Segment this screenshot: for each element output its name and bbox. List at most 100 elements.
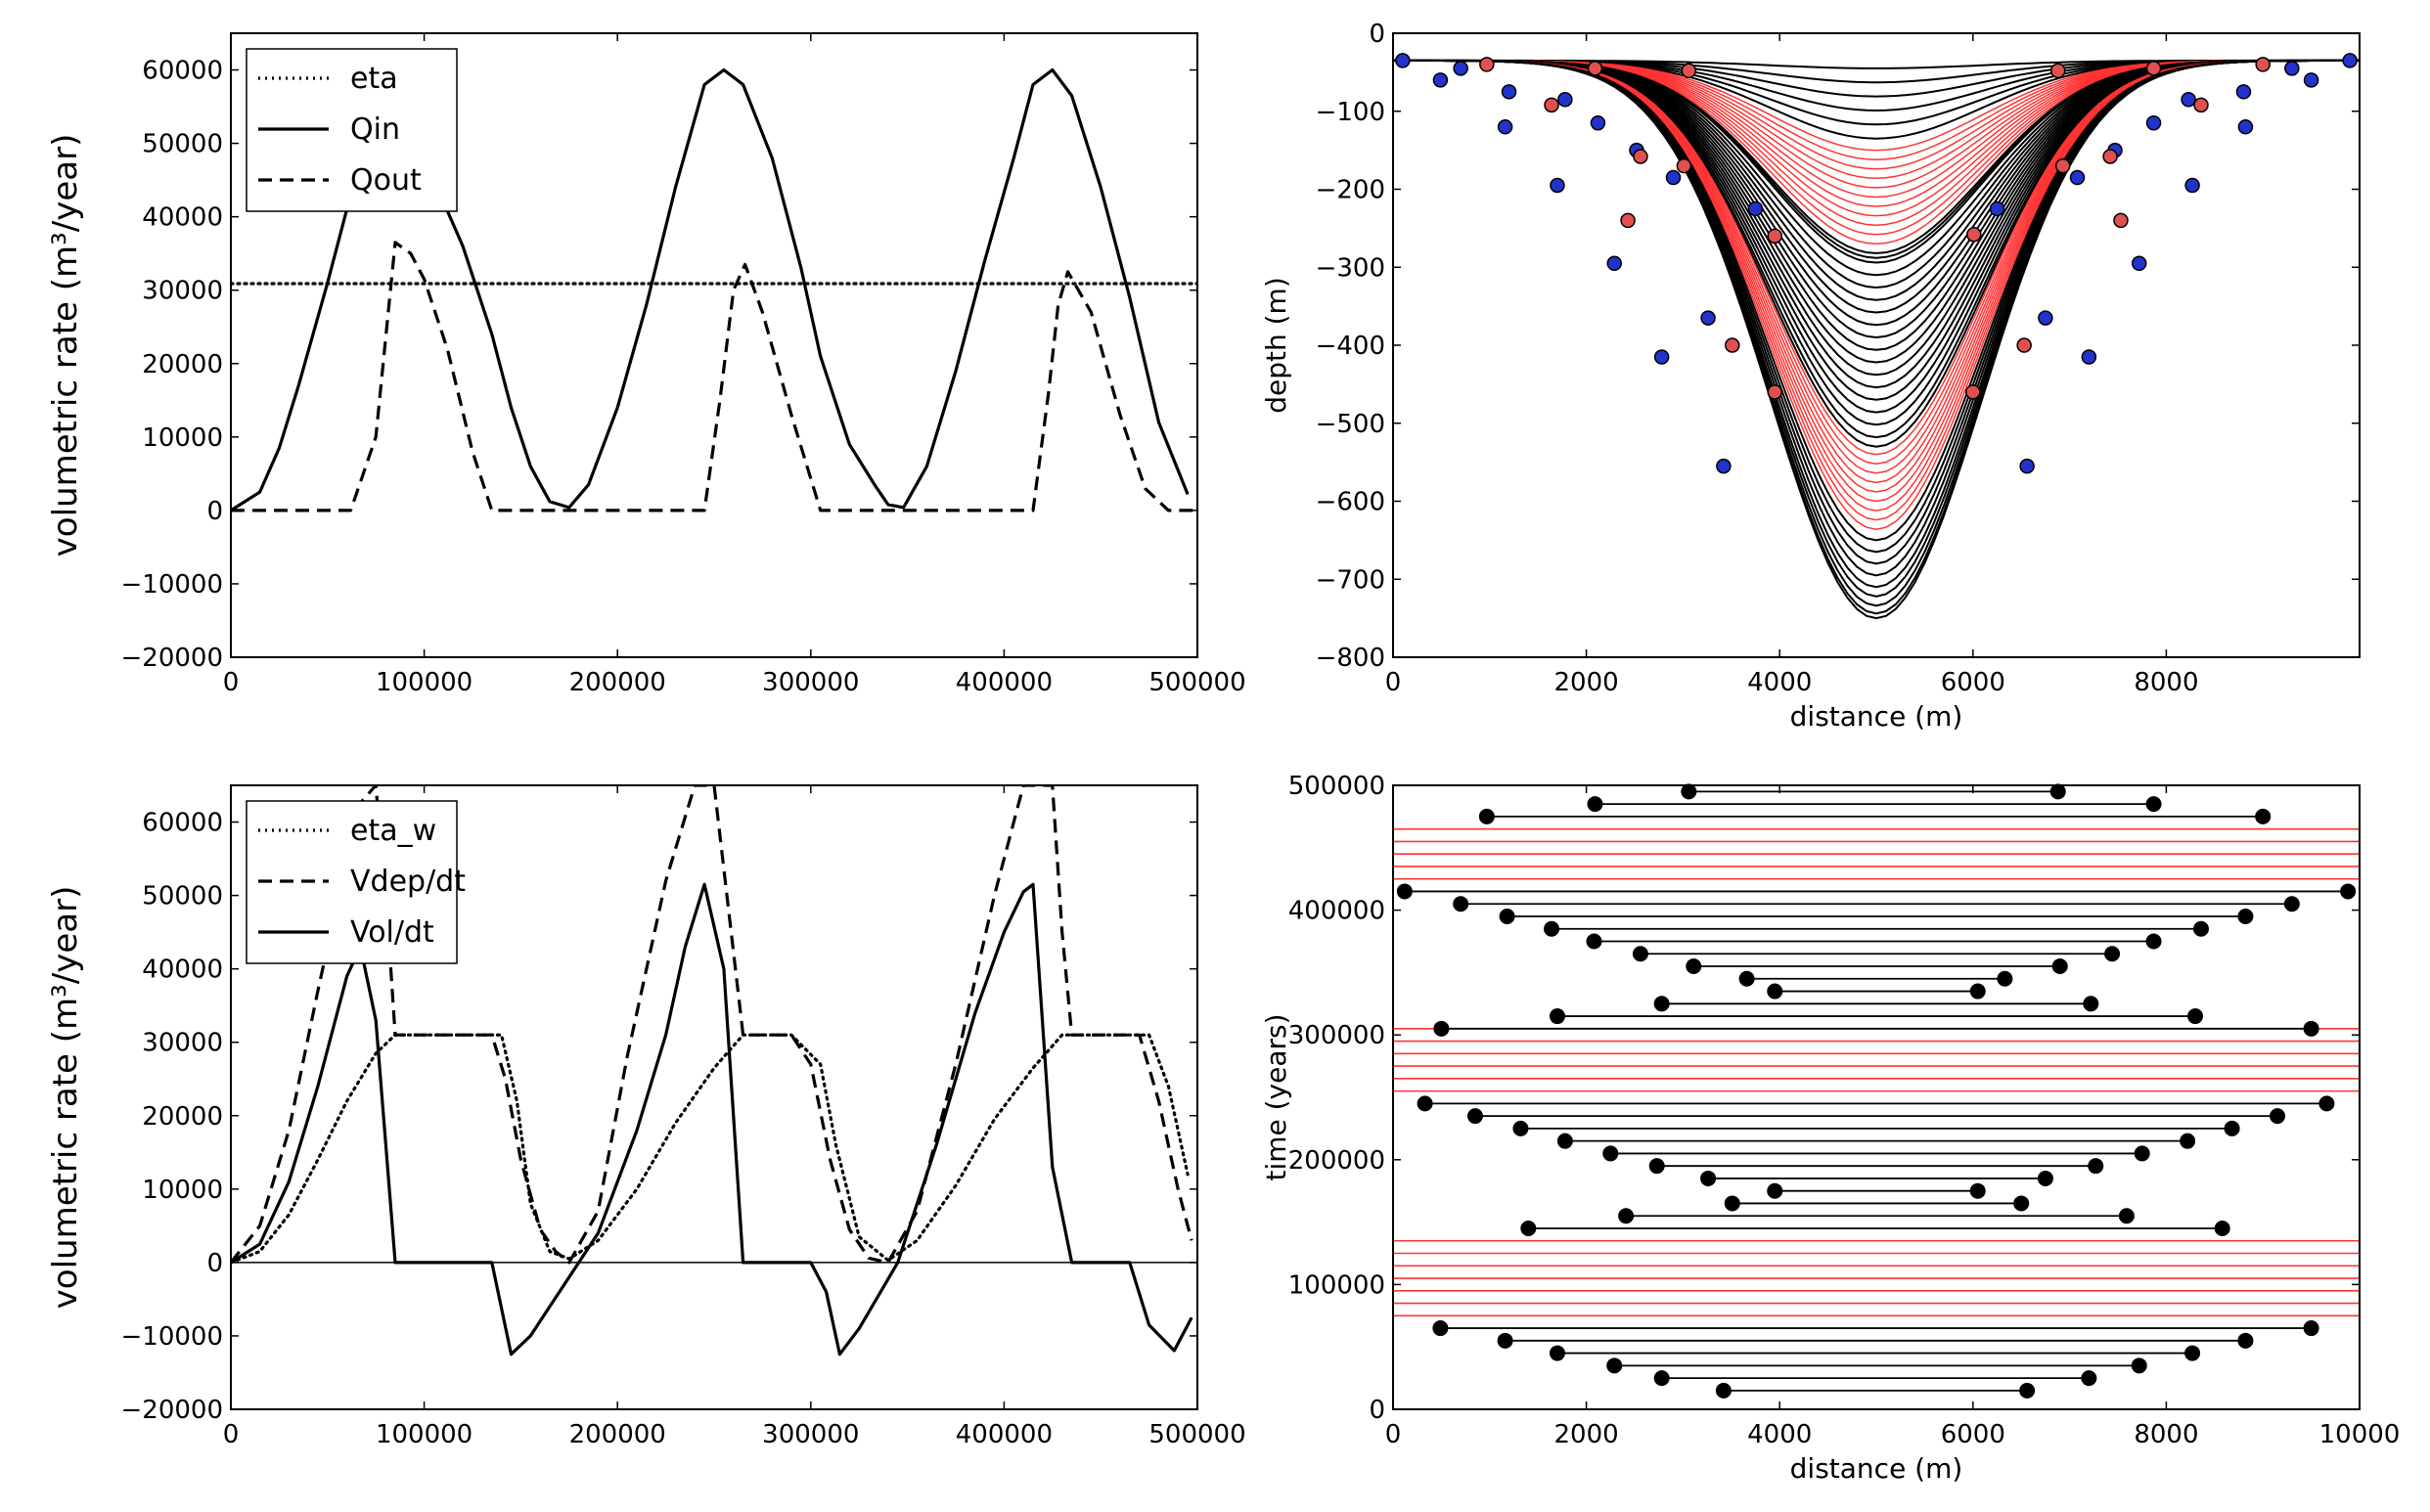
panel-bottom-left-rates: 0 100000 200000 300000 400000 500000−20000−10… <box>46 784 1246 1449</box>
interval-start-point <box>1432 1320 1449 1337</box>
x-tick-label: 100000 <box>376 1420 472 1449</box>
interval-end-point <box>1969 983 1986 1000</box>
x-tick-label: 500000 <box>1148 668 1245 697</box>
blue-bank-point <box>1453 61 1468 76</box>
red-bank-point <box>1676 157 1692 174</box>
red-bank-point <box>2016 337 2032 353</box>
x-tick-label: 400000 <box>956 1420 1053 1449</box>
interval-end-point <box>2051 958 2068 975</box>
interval-start-point <box>1681 783 1697 800</box>
interval-end-point <box>2019 1382 2036 1399</box>
interval-end-point <box>2184 1345 2201 1361</box>
legend-label: eta_w <box>350 814 436 848</box>
y-tick-label: 300000 <box>1288 1021 1385 1050</box>
x-tick-label: 8000 <box>2134 1420 2198 1449</box>
interval-start-point <box>1653 1370 1670 1387</box>
blue-bank-point <box>1665 169 1682 186</box>
interval-end-point <box>2180 1133 2196 1149</box>
blue-bank-point <box>2342 53 2358 68</box>
y-tick-label: −300 <box>1316 253 1385 283</box>
legend-label: Qin <box>350 112 400 147</box>
red-bank-point <box>2049 63 2066 79</box>
y-tick-label: 50000 <box>142 882 223 912</box>
y-tick-label: −10000 <box>121 1322 224 1352</box>
red-bank-point <box>2193 97 2209 113</box>
y-tick-label: 20000 <box>142 350 223 379</box>
y-tick-label: 0 <box>1369 20 1385 49</box>
interval-end-point <box>2283 896 2300 912</box>
interval-end-point <box>2270 1108 2286 1125</box>
y-tick-label: 0 <box>1369 1396 1385 1425</box>
y-tick-label: 10000 <box>142 423 223 453</box>
black-profile-line <box>1393 59 2360 620</box>
interval-start-point <box>1586 933 1602 950</box>
red-bank-point <box>1620 212 1636 229</box>
interval-start-point <box>1417 1095 1433 1112</box>
interval-start-point <box>1767 983 1783 1000</box>
red-bank-point <box>1587 61 1603 76</box>
legend-label: Vdep/dt <box>350 865 466 899</box>
y-tick-label: 100000 <box>1288 1270 1385 1300</box>
y-tick-label: −500 <box>1316 410 1385 439</box>
interval-end-point <box>1997 970 2013 987</box>
interval-end-point <box>2037 1170 2053 1186</box>
plot-background <box>1393 785 2360 1409</box>
interval-end-point <box>2318 1095 2335 1112</box>
y-axis-label: volumetric rate (m³/year) <box>46 886 85 1310</box>
blue-bank-point <box>2284 61 2300 76</box>
blue-bank-point <box>1395 53 1411 68</box>
red-bank-point <box>1966 227 1982 243</box>
interval-start-point <box>1602 1145 1619 1162</box>
x-tick-label: 300000 <box>762 668 859 697</box>
panel-top-left-rates: 0 100000 200000 300000 400000 500000−20000−10… <box>46 32 1246 697</box>
x-tick-label: 8000 <box>2134 668 2198 697</box>
blue-bank-point <box>1590 114 1606 131</box>
interval-end-point <box>2145 933 2162 950</box>
interval-start-point <box>1478 808 1495 824</box>
interval-end-point <box>2083 996 2099 1012</box>
interval-start-point <box>1549 1008 1565 1025</box>
y-tick-label: 60000 <box>142 57 223 86</box>
x-tick-label: 0 <box>1385 1420 1402 1449</box>
blue-bank-point <box>2038 310 2053 326</box>
interval-start-point <box>1686 958 1702 975</box>
red-bank-point <box>1725 337 1740 353</box>
interval-end-point <box>2214 1220 2230 1236</box>
y-tick-label: 20000 <box>142 1102 223 1132</box>
interval-end-point <box>2187 1008 2204 1025</box>
blue-bank-point <box>1989 200 2005 217</box>
x-tick-label: 100000 <box>376 668 472 697</box>
blue-bank-point <box>1550 177 1565 194</box>
x-tick-label: 2000 <box>1554 668 1619 697</box>
blue-bank-point <box>1606 255 1623 272</box>
blue-bank-point <box>1432 72 1449 88</box>
interval-start-point <box>1499 908 1515 924</box>
x-tick-label: 200000 <box>569 1420 666 1449</box>
interval-start-point <box>1738 970 1755 987</box>
interval-start-point <box>1653 996 1670 1012</box>
interval-end-point <box>2145 796 2162 813</box>
red-bank-point <box>2255 57 2271 72</box>
blue-bank-point <box>2019 458 2035 474</box>
interval-start-point <box>1648 1158 1665 1175</box>
blue-bank-point <box>2131 255 2147 272</box>
x-axis-label: distance (m) <box>1790 1452 1963 1485</box>
interval-end-point <box>1969 1182 1986 1199</box>
blue-bank-point <box>1653 349 1670 365</box>
red-bank-point <box>2054 157 2071 174</box>
x-axis-label: distance (m) <box>1790 700 1963 733</box>
y-tick-label: −800 <box>1316 644 1385 673</box>
interval-end-point <box>2013 1195 2030 1212</box>
interval-end-point <box>2224 1120 2240 1136</box>
red-bank-point <box>1633 149 1648 164</box>
y-tick-label: 50000 <box>142 130 223 159</box>
panel-bottom-right-time-intervals: 0 2000 4000 6000 8000 10000010000020000030000… <box>1260 772 2400 1485</box>
x-tick-label: 4000 <box>1747 1420 1812 1449</box>
red-bank-point <box>2102 149 2118 164</box>
interval-start-point <box>1618 1208 1635 1224</box>
blue-bank-point <box>1716 458 1732 474</box>
interval-start-point <box>1512 1120 1529 1136</box>
blue-bank-point <box>2237 118 2254 135</box>
blue-bank-point <box>2303 72 2319 88</box>
